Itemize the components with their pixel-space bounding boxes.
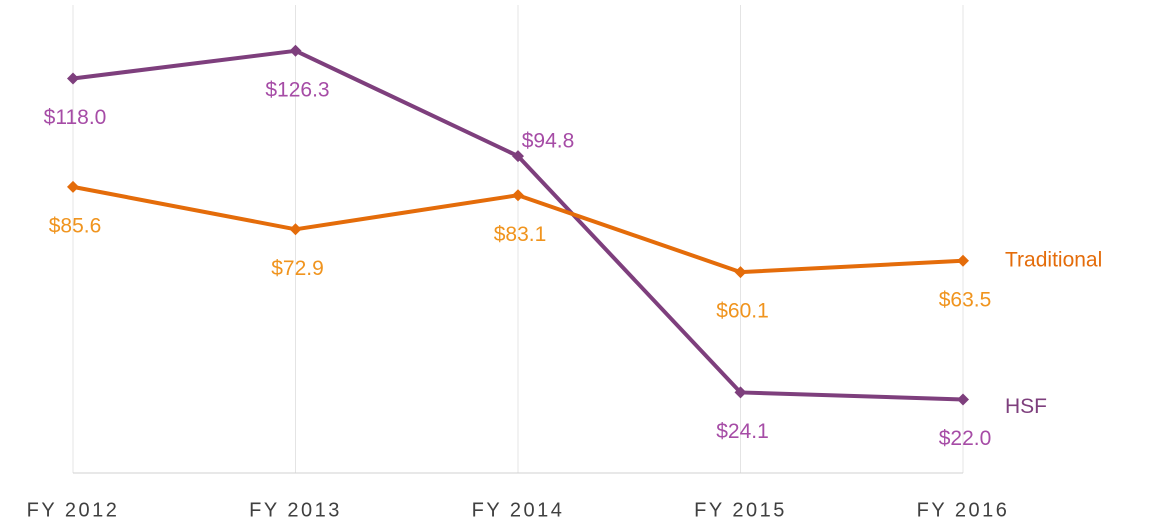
data-label: $72.9 (271, 257, 324, 280)
marker (289, 44, 302, 57)
data-label: $60.1 (716, 300, 769, 323)
data-label: $126.3 (265, 78, 329, 101)
legend-label: HSF (1005, 395, 1047, 418)
marker (734, 386, 747, 399)
x-tick-label: FY 2015 (694, 499, 787, 521)
data-label: $22.0 (939, 427, 992, 450)
x-tick-label: FY 2016 (917, 499, 1010, 521)
marker (67, 180, 79, 193)
marker (957, 393, 969, 406)
marker (289, 223, 302, 236)
data-label: $24.1 (716, 420, 769, 443)
marker (67, 72, 79, 85)
marker (512, 189, 524, 202)
legend-label: Traditional (1005, 248, 1102, 271)
data-label: $118.0 (44, 106, 107, 129)
data-label: $94.8 (522, 130, 575, 153)
data-label: $85.6 (49, 214, 102, 237)
marker (734, 266, 747, 279)
data-label: $63.5 (939, 288, 992, 311)
marker (957, 254, 969, 267)
marker (512, 150, 524, 163)
x-tick-label: FY 2012 (27, 499, 120, 521)
x-tick-label: FY 2013 (249, 499, 342, 521)
x-tick-label: FY 2014 (472, 499, 565, 521)
data-label: $83.1 (494, 223, 547, 246)
